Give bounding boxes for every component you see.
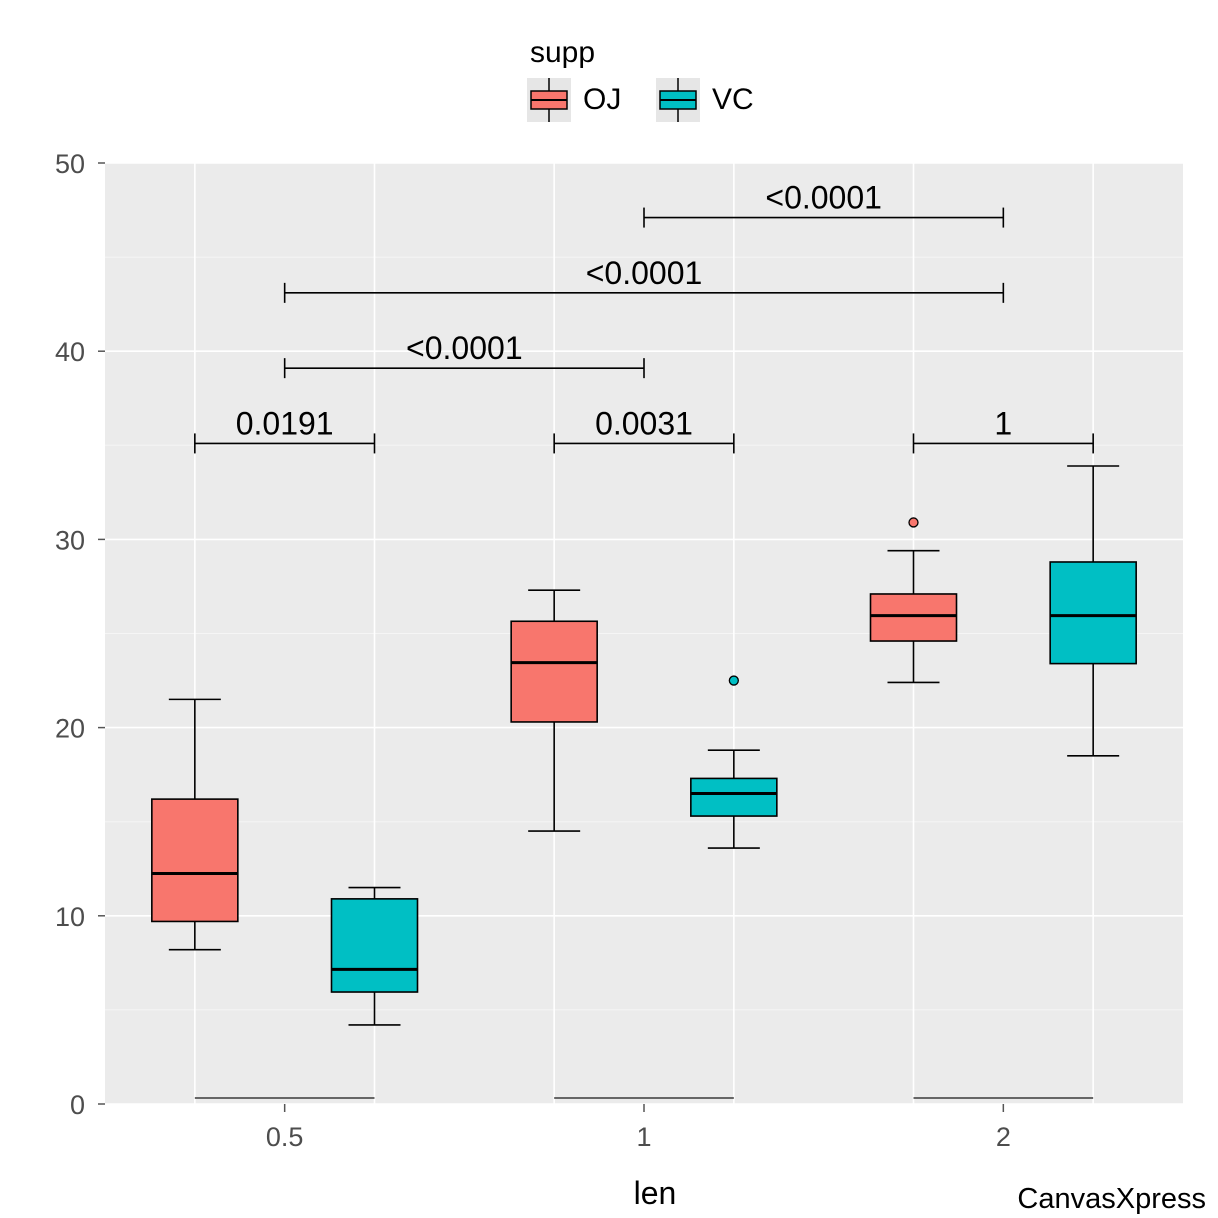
outlier-point	[908, 517, 919, 528]
box-VC-1	[690, 675, 778, 849]
box-iqr	[690, 777, 778, 817]
axes: 0 10 20 30 40 50 0.5 1 2	[55, 149, 1011, 1152]
box-iqr	[151, 798, 239, 923]
y-tick-label: 40	[55, 337, 85, 367]
box-VC-2	[1049, 465, 1137, 757]
p-value-label: 0.0031	[595, 405, 693, 441]
p-value-label: 0.0191	[236, 405, 334, 441]
p-value-label: <0.0001	[406, 330, 523, 366]
comparison-bracket: <0.0001	[283, 330, 645, 379]
box-OJ-2	[869, 517, 958, 684]
watermark: CanvasXpress	[1017, 1183, 1206, 1215]
legend-label: VC	[712, 83, 754, 116]
legend-entry-OJ: OJ	[527, 78, 621, 122]
p-value-label: 1	[994, 405, 1012, 441]
boxes	[151, 465, 1137, 1026]
legend-entry-VC: VC	[656, 78, 754, 122]
box-iqr	[1049, 561, 1137, 665]
x-tick-label: 2	[996, 1122, 1011, 1152]
y-tick-label: 10	[55, 902, 85, 932]
x-axis-label: len	[634, 1175, 677, 1211]
x-tick-label: 0.5	[266, 1122, 304, 1152]
comparison-bracket: 1	[912, 405, 1094, 454]
p-value-label: <0.0001	[765, 180, 882, 216]
y-tick-label: 0	[70, 1090, 85, 1120]
box-OJ-1	[510, 589, 598, 832]
box-VC-0.5	[330, 886, 419, 1026]
box-iqr	[330, 898, 419, 993]
p-value-label: <0.0001	[586, 255, 703, 291]
comparison-bracket: 0.0191	[194, 405, 376, 454]
y-tick-label: 20	[55, 714, 85, 744]
y-tick-label: 30	[55, 525, 85, 555]
y-tick-label: 50	[55, 149, 85, 179]
box-iqr	[869, 593, 958, 642]
legend: supp OJ VC	[527, 36, 754, 122]
x-tick-label: 1	[636, 1122, 651, 1152]
legend-label: OJ	[583, 83, 621, 116]
comparison-brackets: 0.0191 0.0031 1 <0.0001 <0.0001 <0.0001	[194, 180, 1094, 454]
comparison-bracket: <0.0001	[283, 255, 1005, 303]
legend-title: supp	[530, 36, 595, 69]
outlier-point	[728, 675, 739, 686]
comparison-bracket: 0.0031	[553, 405, 735, 454]
comparison-bracket: <0.0001	[643, 180, 1005, 228]
box-OJ-0.5	[151, 698, 239, 951]
box-iqr	[510, 620, 598, 723]
